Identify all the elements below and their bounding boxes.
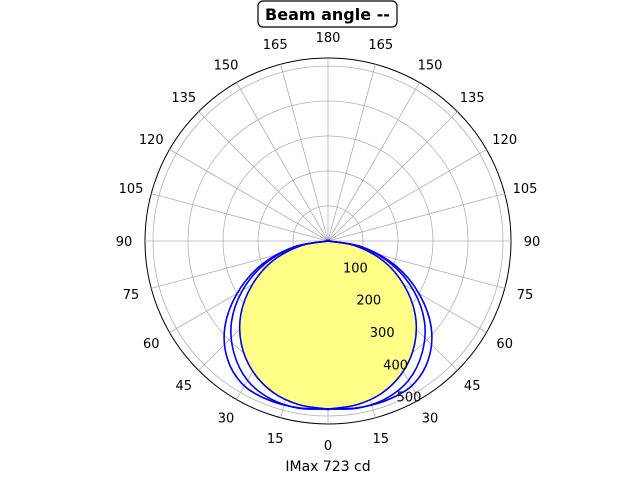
angle-tick-label: 105: [513, 182, 538, 197]
angular-gridline: [169, 149, 329, 242]
angle-tick-label: 45: [176, 379, 193, 394]
radial-tick-label: 300: [370, 326, 395, 341]
angle-tick-label: 45: [464, 379, 481, 394]
angular-gridline: [327, 82, 420, 242]
angle-tick-label: 120: [492, 133, 517, 148]
angle-tick-label: 30: [218, 412, 235, 427]
angular-gridline: [327, 64, 376, 242]
angular-gridline: [327, 193, 505, 242]
angle-tick-label: 165: [263, 38, 288, 53]
radial-tick-labels: 100 200 300 400 500: [343, 261, 421, 405]
chart-title-box: Beam angle --: [257, 0, 398, 28]
x-axis-label: IMax 723 cd: [285, 459, 370, 475]
angle-tick-label: 105: [119, 182, 144, 197]
chart-title: Beam angle --: [265, 5, 390, 24]
intensity-fill-layer: [239, 240, 417, 410]
angle-tick-label: 150: [214, 58, 239, 73]
radial-tick-label: 500: [397, 391, 422, 406]
angle-tick-label: 60: [143, 337, 160, 352]
angular-gridline: [327, 149, 487, 242]
angle-tick-label: 75: [123, 288, 140, 303]
angular-gridline: [151, 193, 329, 242]
radial-tick-label: 400: [383, 358, 408, 373]
angle-tick-label: 180: [316, 31, 341, 46]
radial-tick-label: 200: [356, 294, 381, 309]
angle-tick-label: 135: [460, 91, 485, 106]
angular-gridline: [327, 111, 458, 242]
angle-tick-label: 15: [373, 432, 390, 447]
angle-tick-label: 60: [496, 337, 513, 352]
angle-tick-label: 15: [267, 432, 284, 447]
intensity-curve-3: [230, 239, 426, 410]
title-box-frame: [257, 0, 398, 28]
angular-gridline: [280, 64, 329, 242]
angle-tick-label: 90: [116, 235, 133, 250]
radial-tick-label: 100: [343, 261, 368, 276]
angle-tick-label: 165: [368, 38, 393, 53]
intensity-fill-area: [239, 240, 417, 410]
angular-gridline: [236, 82, 329, 242]
angular-gridline: [198, 111, 329, 242]
angle-tick-label: 135: [171, 91, 196, 106]
angle-tick-label: 90: [524, 235, 541, 250]
angle-tick-label: 0: [324, 439, 332, 454]
angle-tick-label: 30: [422, 412, 439, 427]
angle-tick-label: 120: [139, 133, 164, 148]
angle-tick-label: 75: [517, 288, 534, 303]
intensity-curves-layer: [223, 239, 433, 411]
angle-tick-label: 150: [418, 58, 443, 73]
